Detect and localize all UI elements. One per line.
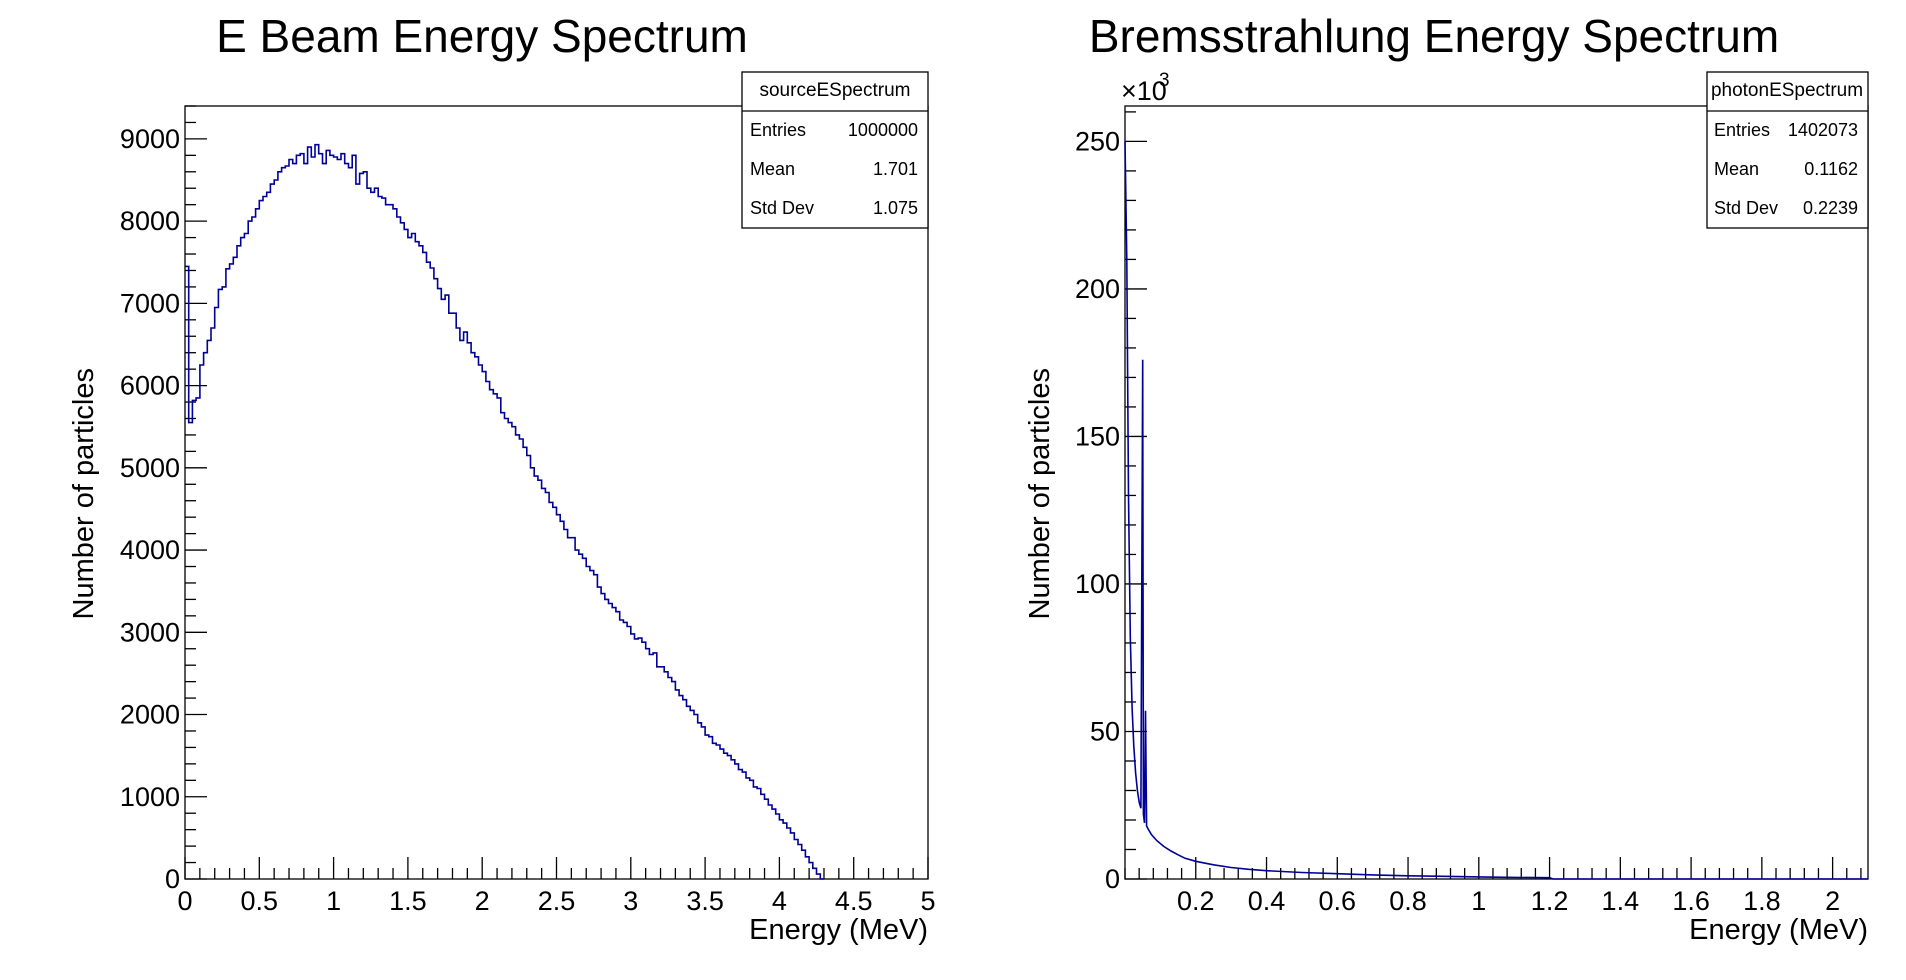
left-x-tick-label: 2 <box>475 886 490 916</box>
left-y-tick-label: 3000 <box>120 617 180 647</box>
left-x-tick-label: 5 <box>920 886 935 916</box>
right-y-axis-title: Number of particles <box>1024 368 1056 619</box>
right-x-axis-title: Energy (MeV) <box>1689 914 1868 946</box>
left-x-axis-title: Energy (MeV) <box>749 914 928 946</box>
left-y-tick-label: 0 <box>165 864 180 894</box>
left-y-tick-label: 9000 <box>120 124 180 154</box>
right-x-tick-label: 0.6 <box>1319 886 1357 916</box>
left-y-tick-label: 5000 <box>120 453 180 483</box>
right-y-tick-label: 100 <box>1075 569 1120 599</box>
right-stats-entries-label: Entries <box>1714 120 1770 140</box>
left-y-tick-label: 7000 <box>120 288 180 318</box>
right-y-axis: 0 50 100 150 200 250 <box>1075 111 1147 894</box>
left-y-tick-label: 1000 <box>120 782 180 812</box>
left-y-tick-label: 6000 <box>120 371 180 401</box>
left-x-tick-label: 0 <box>177 886 192 916</box>
right-stats-box: photonESpectrum Entries 1402073 Mean 0.1… <box>1706 71 1869 229</box>
left-stats-box: sourceESpectrum Entries 1000000 Mean 1.7… <box>741 71 929 229</box>
left-stats-mean-label: Mean <box>750 159 795 179</box>
left-y-tick-label: 2000 <box>120 700 180 730</box>
right-x-tick-label: 1.6 <box>1672 886 1710 916</box>
left-x-tick-label: 2.5 <box>538 886 576 916</box>
right-y-tick-label: 0 <box>1105 864 1120 894</box>
left-y-axis-title: Number of particles <box>68 368 100 619</box>
right-y-tick-label: 200 <box>1075 274 1120 304</box>
right-stats-mean-value: 0.1162 <box>1804 159 1858 179</box>
right-chart: Bremsstrahlung Energy Spectrum 0.2 0.4 0.6… <box>1024 10 1869 946</box>
left-stats-stddev-value: 1.075 <box>873 198 918 218</box>
right-x-tick-label: 1.4 <box>1602 886 1640 916</box>
left-y-tick-label: 4000 <box>120 535 180 565</box>
left-x-tick-label: 4 <box>772 886 787 916</box>
left-x-tick-label: 3 <box>623 886 638 916</box>
left-stats-frame <box>741 71 929 229</box>
right-y-tick-label: 150 <box>1075 421 1120 451</box>
right-stats-frame <box>1706 71 1869 229</box>
right-x-tick-label: 0.2 <box>1177 886 1215 916</box>
right-stats-mean-label: Mean <box>1714 159 1759 179</box>
left-histogram-line <box>185 143 824 880</box>
left-x-tick-label: 3.5 <box>686 886 724 916</box>
left-x-tick-label: 0.5 <box>241 886 279 916</box>
right-y-tick-label: 250 <box>1075 126 1120 156</box>
left-x-tick-label: 4.5 <box>835 886 873 916</box>
right-x-tick-label: 1.2 <box>1531 886 1569 916</box>
left-stats-name: sourceESpectrum <box>759 80 910 101</box>
right-y-tick-label: 50 <box>1090 716 1120 746</box>
right-histogram-line <box>1124 141 1868 880</box>
left-stats-mean-value: 1.701 <box>873 159 918 179</box>
left-y-axis: 0 1000 2000 3000 4000 5000 6000 7000 8000 9000 <box>120 105 207 894</box>
left-chart: E Beam Energy Spectrum 0 0.5 1 1.5 2 2.5 3 3.5 4… <box>68 10 936 946</box>
right-x-tick-label: 1.8 <box>1743 886 1781 916</box>
left-stats-entries-label: Entries <box>750 120 806 140</box>
right-stats-entries-value: 1402073 <box>1788 120 1858 140</box>
right-x-tick-label: 2 <box>1825 886 1840 916</box>
right-y-multiplier-exponent: 3 <box>1159 70 1170 91</box>
right-x-axis: 0.2 0.4 0.6 0.8 1 1.2 1.4 1.6 1.8 2 <box>1124 857 1862 916</box>
left-stats-entries-value: 1000000 <box>848 120 918 140</box>
right-plot-frame <box>1124 105 1869 880</box>
right-stats-name: photonESpectrum <box>1711 80 1863 101</box>
left-y-tick-label: 8000 <box>120 206 180 236</box>
left-stats-stddev-label: Std Dev <box>750 198 814 218</box>
left-chart-title: E Beam Energy Spectrum <box>216 10 748 62</box>
right-y-multiplier-base: ×10 <box>1121 76 1167 106</box>
right-stats-stddev-label: Std Dev <box>1714 198 1778 218</box>
right-x-tick-label: 0.4 <box>1248 886 1286 916</box>
right-x-tick-label: 0.8 <box>1389 886 1427 916</box>
right-chart-title: Bremsstrahlung Energy Spectrum <box>1089 10 1779 62</box>
left-x-tick-label: 1 <box>326 886 341 916</box>
right-stats-stddev-value: 0.2239 <box>1803 198 1858 218</box>
left-x-axis: 0 0.5 1 1.5 2 2.5 3 3.5 4 4.5 5 <box>177 857 936 916</box>
right-y-multiplier: ×10 3 <box>1121 70 1170 106</box>
right-x-tick-label: 1 <box>1471 886 1486 916</box>
left-x-tick-label: 1.5 <box>389 886 427 916</box>
